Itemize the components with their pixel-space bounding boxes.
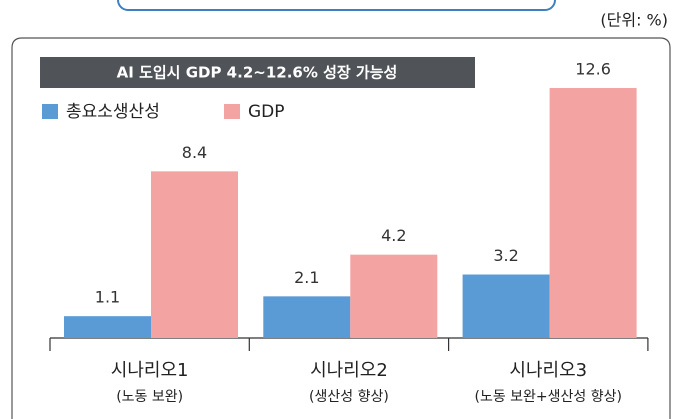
value-label: 1.1 — [95, 288, 120, 307]
x-tick-label: 시나리오2 — [310, 360, 388, 381]
unit-note: (단위: %) — [600, 11, 668, 30]
x-tick-note: (노동 보완) — [116, 389, 183, 405]
frame — [11, 37, 671, 419]
value-label: 8.4 — [182, 143, 207, 162]
value-label: 3.2 — [493, 246, 518, 265]
bar — [549, 88, 637, 339]
legend-label: GDP — [248, 102, 285, 122]
bar — [263, 296, 351, 338]
chart-title: AI 도입시 GDP 4.2~12.6% 성장 가능성 — [117, 64, 398, 82]
value-label: 2.1 — [294, 268, 319, 287]
x-tick-label: 시나리오3 — [509, 360, 587, 381]
header-tab — [117, 0, 556, 11]
bar — [350, 254, 438, 338]
bar — [462, 274, 550, 338]
x-tick-note: (생산성 향상) — [309, 389, 389, 405]
value-label: 12.6 — [575, 60, 611, 79]
legend-swatch — [224, 104, 240, 119]
x-tick-label: 시나리오1 — [111, 360, 189, 381]
value-label: 4.2 — [381, 226, 406, 245]
legend-label: 총요소생산성 — [66, 102, 160, 122]
bar — [151, 171, 238, 338]
bar — [64, 316, 151, 338]
x-tick-note: (노동 보완+생산성 향상) — [475, 389, 622, 405]
title-box — [40, 57, 475, 88]
legend-swatch — [42, 104, 58, 119]
